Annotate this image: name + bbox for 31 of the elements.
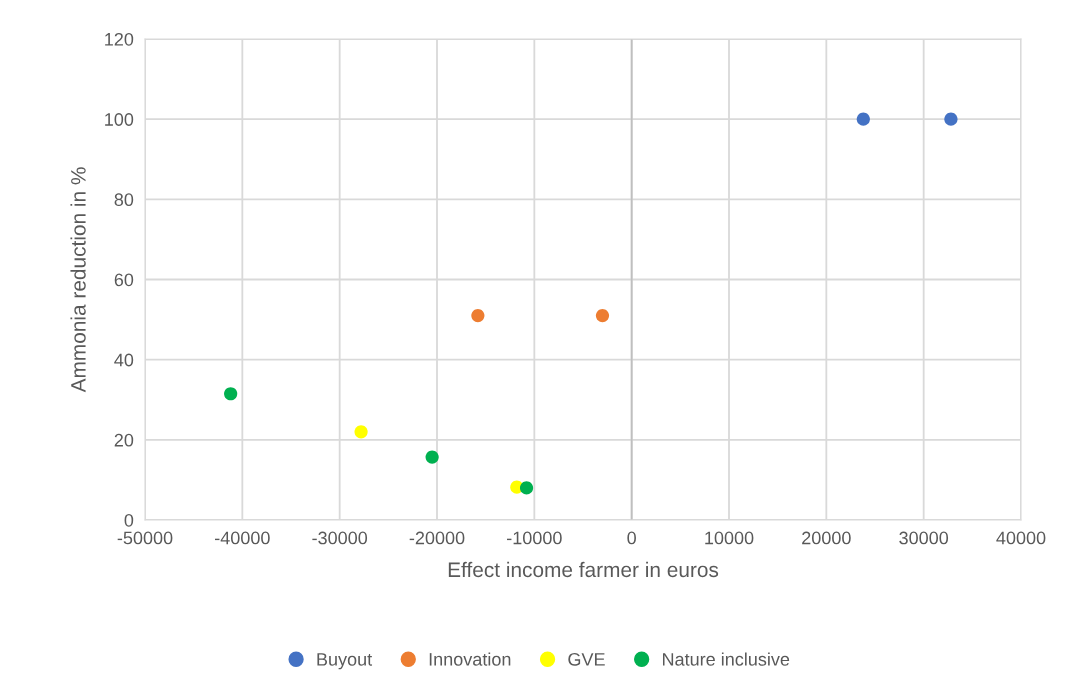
point	[471, 308, 485, 323]
x-tick-label: -50000	[117, 531, 173, 545]
y-tick-label: 60	[114, 273, 134, 287]
point	[595, 308, 610, 323]
legend-label: Buyout	[317, 653, 373, 670]
y-tick-label: 100	[105, 113, 134, 126]
x-tick-label: -10000	[507, 531, 562, 545]
x-tick-label: 0	[627, 531, 636, 545]
y-tick-label: 120	[105, 32, 134, 46]
point	[224, 387, 238, 401]
point	[856, 112, 870, 126]
x-tick-label: 20000	[802, 531, 851, 545]
y-tick-label: 40	[114, 353, 134, 367]
x-tick-label: -20000	[409, 531, 465, 545]
y-tick-label: 80	[114, 193, 134, 207]
x-tick-label: -30000	[312, 531, 368, 545]
legend-label: Innovation	[429, 652, 511, 666]
x-tick-label: 40000	[996, 531, 1046, 545]
point	[944, 112, 958, 126]
point	[519, 481, 534, 495]
x-tick-label: 10000	[705, 531, 754, 545]
legend-label: Nature inclusive	[663, 652, 790, 666]
y-axis-title: Ammonia reduction in %	[70, 167, 86, 393]
y-tick-label: 0	[124, 513, 134, 527]
x-axis-title: Effect income farmer in euros	[448, 561, 719, 578]
point	[425, 450, 439, 464]
x-tick-label: -40000	[215, 531, 270, 545]
legend-label: GVE	[568, 652, 605, 666]
x-tick-label: 30000	[899, 531, 949, 545]
y-tick-label: 20	[114, 433, 134, 447]
point	[354, 425, 368, 439]
